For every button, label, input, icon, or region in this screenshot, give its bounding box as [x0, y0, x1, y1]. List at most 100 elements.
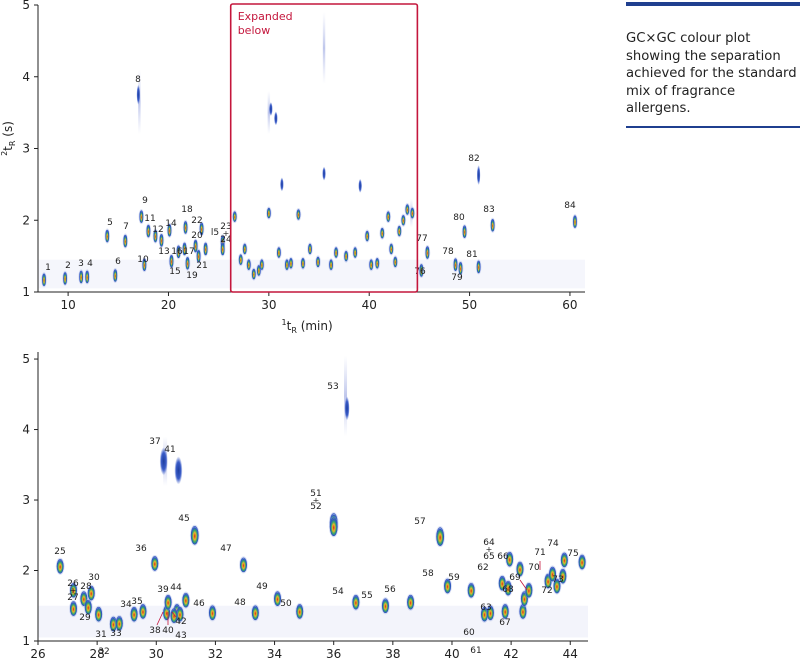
top-peak-label: 16 — [171, 247, 183, 257]
top-peak-6 — [113, 269, 118, 282]
bottom-peak-49 — [274, 591, 282, 607]
bottom-peak-label: 32 — [98, 647, 109, 657]
bottom-plus-marker: + — [313, 496, 320, 505]
bottom-peak-label: 57 — [414, 517, 425, 527]
top-peak-label: l5 — [211, 228, 219, 238]
bottom-peak-71 — [549, 566, 557, 582]
x-tick-label: 38 — [385, 647, 400, 660]
top-expanded-spot — [259, 259, 264, 271]
caption-bottom-rule — [626, 125, 800, 128]
top-peak-label: 81 — [466, 250, 477, 260]
x-axis-title: 1tR (min) — [282, 318, 333, 335]
top-expanded-spot — [242, 243, 247, 255]
top-peak-18 — [183, 221, 188, 234]
bottom-plus-marker: + — [70, 586, 77, 595]
x-tick-label: 30 — [261, 298, 276, 312]
bottom-peak-label: 37 — [149, 437, 160, 447]
top-peak-spots — [41, 84, 578, 288]
bottom-peak-label: 29 — [79, 613, 91, 623]
bottom-peak-47 — [240, 557, 248, 573]
x-tick-label: 20 — [161, 298, 176, 312]
bottom-peak-52 — [329, 517, 338, 537]
top-peak-5 — [105, 229, 110, 243]
top-peak-10 — [142, 258, 147, 272]
expanded-label-line2: below — [238, 24, 271, 37]
top-peak-3 — [79, 270, 84, 284]
bottom-peak-label: 66 — [497, 552, 509, 562]
top-peak-label: 82 — [468, 154, 479, 164]
top-expanded-spot — [266, 207, 271, 219]
bottom-peak-label: 56 — [384, 585, 396, 595]
bottom-peak-74 — [560, 552, 568, 568]
top-peak-label: 5 — [107, 218, 113, 228]
top-expanded-spot — [316, 256, 320, 268]
bottom-peak-34 — [130, 606, 138, 622]
top-peak-20 — [193, 239, 198, 253]
expanded-label-line1: Expanded — [238, 10, 293, 23]
top-peak-9 — [139, 210, 144, 223]
bottom-peak-label: 72 — [541, 586, 552, 596]
bottom-peak-44 — [182, 592, 190, 608]
bottom-peak-label: 64 — [483, 538, 495, 548]
bottom-peak-label: 75 — [567, 549, 578, 559]
bottom-peak-66 — [516, 561, 524, 577]
top-peak-label: 79 — [451, 273, 463, 283]
top-expanded-spot — [353, 247, 358, 258]
bottom-peak-label: 69 — [509, 573, 521, 583]
x-tick-label: 60 — [562, 298, 577, 312]
top-peak-label: 76 — [414, 267, 426, 277]
bottom-peak-label: 30 — [88, 573, 100, 583]
top-expanded-spot — [401, 214, 406, 226]
bottom-peak-68 — [520, 591, 528, 607]
bottom-leader-line — [171, 611, 177, 618]
x-tick-label: 34 — [267, 647, 282, 660]
top-peak-16 — [176, 245, 181, 259]
top-peak-label: 13 — [158, 247, 169, 257]
bottom-leader-line — [519, 579, 528, 591]
top-peak-label: 1 — [45, 263, 51, 273]
top-expanded-spot — [246, 259, 251, 271]
top-bleed-streak — [267, 91, 271, 135]
bottom-peak-36 — [151, 556, 159, 571]
bottom-peak-33 — [115, 616, 123, 631]
x-tick-label: 44 — [563, 647, 578, 660]
top-expanded-spot — [301, 257, 305, 269]
bottom-peak-label: 43 — [175, 631, 186, 641]
bottom-peak-53 — [344, 396, 350, 421]
bottom-peak-label: 67 — [499, 618, 510, 628]
top-peak-label: 8 — [135, 75, 141, 85]
bottom-peak-46 — [208, 605, 216, 621]
bottom-peak-label: 27 — [67, 593, 78, 603]
top-expanded-spot — [322, 166, 326, 181]
bottom-peak-35 — [139, 604, 147, 619]
bottom-peak-55 — [381, 598, 389, 614]
top-peak-24 — [220, 242, 225, 256]
top-peak-80 — [462, 225, 467, 239]
bottom-peak-63 — [501, 604, 509, 619]
top-peak-label: 22 — [191, 216, 202, 226]
x-tick-label: 50 — [462, 298, 477, 312]
top-peak-label: 15 — [169, 267, 180, 277]
top-peak-label: 24 — [220, 235, 232, 245]
y-axis-title: 2tR (s) — [0, 121, 17, 156]
top-peak-77 — [425, 246, 430, 259]
y-tick-label: 4 — [22, 70, 30, 84]
bottom-peak-label: 26 — [67, 579, 79, 589]
y-tick-label: 2 — [22, 213, 30, 227]
bottom-peak-30 — [87, 585, 95, 601]
x-tick-label: 36 — [326, 647, 341, 660]
bottom-peak-label: 70 — [528, 563, 540, 573]
bottom-bleed-streak — [344, 355, 348, 437]
bottom-background-signal — [38, 355, 588, 638]
bottom-peak-28 — [80, 591, 88, 607]
bottom-peak-65 — [504, 580, 512, 596]
top-peak-17 — [182, 242, 187, 256]
top-expanded-spot — [365, 230, 370, 242]
bottom-peak-37 — [159, 447, 168, 476]
bottom-plus-marker: + — [486, 545, 493, 554]
bottom-peak-56 — [407, 594, 415, 610]
